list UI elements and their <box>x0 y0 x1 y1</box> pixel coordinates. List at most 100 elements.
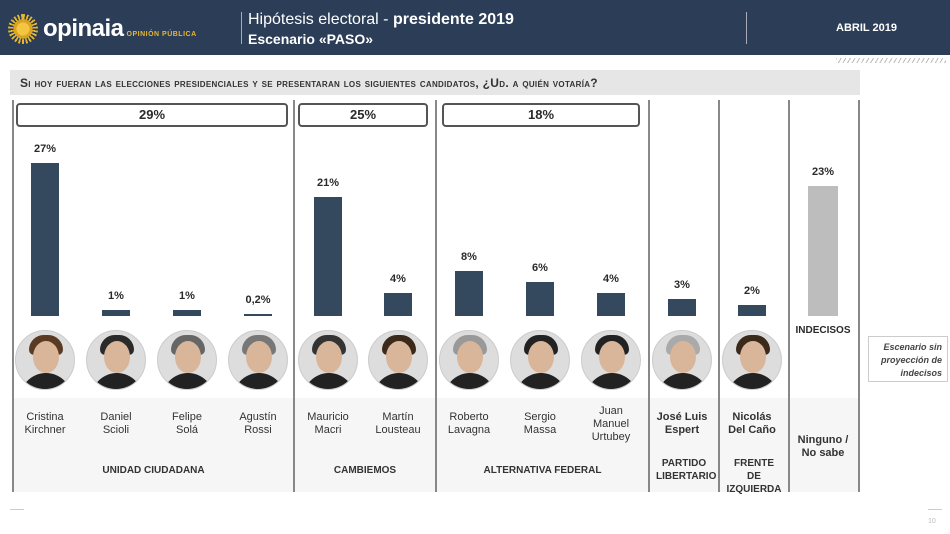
name-line: Agustín <box>239 411 277 423</box>
data-label: 3% <box>674 279 690 291</box>
page-number: 10 <box>928 518 936 525</box>
photo-suit <box>727 373 779 389</box>
data-label: 2% <box>744 284 760 297</box>
undecided-label: INDECISOS <box>795 325 851 336</box>
party-label: PARTIDO LIBERTARIO <box>656 458 717 482</box>
party-label: FRENTE DE IZQUIERDA <box>726 458 782 495</box>
name-line: Manuel <box>592 418 630 430</box>
photo-suit <box>586 373 638 389</box>
candidate-photo <box>581 330 641 390</box>
question: Si hoy fueran las elecciones presidencia… <box>10 70 860 95</box>
party-label: UNIDAD CIUDADANA <box>102 465 205 476</box>
data-label: 0,2% <box>245 294 271 306</box>
photo-suit <box>657 373 709 389</box>
candidate-photo <box>510 330 570 390</box>
photo-face <box>175 341 201 373</box>
name-line: Nicolás <box>732 411 772 423</box>
bar-10 <box>738 304 766 316</box>
name-line: Solá <box>175 424 199 436</box>
name-line: Felipe <box>172 411 202 423</box>
photo-face <box>386 341 412 373</box>
name-line: Ninguno / <box>797 434 849 446</box>
bar-4 <box>314 197 342 316</box>
photo-face <box>246 341 272 373</box>
candidate-photo <box>652 330 712 390</box>
name-line: José Luis <box>656 411 708 423</box>
bar-6 <box>455 270 483 316</box>
candidate-name: Cristina Kirchner <box>9 411 81 437</box>
column-separator <box>435 100 437 492</box>
column-separator <box>788 100 790 492</box>
bar-9 <box>668 299 696 316</box>
column-separator <box>718 100 720 492</box>
name-line: Rossi <box>244 424 272 436</box>
candidate-name: Ninguno / No sabe <box>787 434 859 460</box>
date: ABRIL 2019 <box>836 22 897 34</box>
name-line: Scioli <box>102 424 130 436</box>
title-light: Hipótesis electoral - <box>248 11 393 28</box>
name-line: Cristina <box>26 411 64 423</box>
column-separator <box>648 100 650 492</box>
hatch-decoration <box>836 58 946 63</box>
photo-face <box>104 341 130 373</box>
column-separator <box>12 100 14 492</box>
name-line: Martín <box>382 411 414 423</box>
photo-suit <box>20 373 72 389</box>
name-line: Daniel <box>100 411 132 423</box>
bar-0 <box>31 163 59 316</box>
header: opinaia OPINIÓN PÚBLICA Hipótesis electo… <box>0 0 950 55</box>
bar-8 <box>597 293 625 316</box>
name-line: Massa <box>523 424 557 436</box>
bar-2 <box>173 310 201 316</box>
name-line: Kirchner <box>24 424 66 436</box>
candidate-photo <box>368 330 428 390</box>
candidate-name: Felipe Solá <box>151 411 223 437</box>
data-label: 27% <box>33 143 57 155</box>
name-line: Espert <box>664 424 700 436</box>
bar-5 <box>384 293 412 316</box>
page-title: Hipótesis electoral - presidente 2019 <box>248 11 514 29</box>
photo-suit <box>303 373 355 389</box>
brand-subtitle: OPINIÓN PÚBLICA <box>126 30 197 38</box>
sun-logo-icon <box>8 14 38 44</box>
party-label: ALTERNATIVA FEDERAL <box>483 465 602 476</box>
brand-name: opinaia <box>43 15 124 42</box>
name-line: No sabe <box>801 447 845 459</box>
divider <box>10 509 24 510</box>
data-label: 1% <box>108 290 124 303</box>
page-subtitle: Escenario «PASO» <box>248 31 374 47</box>
photo-face <box>316 341 342 373</box>
candidate-photo <box>157 330 217 390</box>
data-label: 8% <box>461 250 477 263</box>
side-note: Escenario sin proyección de indecisos <box>868 336 948 382</box>
name-line: Lousteau <box>375 424 421 436</box>
name-line: Macri <box>314 424 342 436</box>
data-label: 4% <box>603 273 619 286</box>
bar-1 <box>102 310 130 316</box>
candidate-photo <box>86 330 146 390</box>
photo-suit <box>373 373 425 389</box>
title-bold: presidente 2019 <box>392 11 514 28</box>
divider <box>746 12 747 44</box>
candidate-photo <box>298 330 358 390</box>
group-total-box: 29% <box>16 103 288 127</box>
group-total-box: 25% <box>298 103 428 127</box>
candidate-name: Daniel Scioli <box>80 411 152 437</box>
candidate-name: Juan Manuel Urtubey <box>575 405 647 444</box>
photo-face <box>599 341 625 373</box>
candidate-name: Agustín Rossi <box>222 411 294 437</box>
divider <box>241 12 242 44</box>
bar-11 <box>808 185 838 316</box>
logo: opinaia OPINIÓN PÚBLICA <box>8 14 197 44</box>
name-line: Juan <box>599 405 623 417</box>
group-total-box: 18% <box>442 103 640 127</box>
candidate-name: Roberto Lavagna <box>433 411 505 437</box>
photo-face <box>528 341 554 373</box>
candidate-name: José Luis Espert <box>646 411 718 437</box>
data-label: 23% <box>811 165 835 178</box>
candidate-name: Mauricio Macri <box>292 411 364 437</box>
candidate-name: Martín Lousteau <box>362 411 434 437</box>
photo-face <box>457 341 483 373</box>
photo-face <box>670 341 696 373</box>
photo-face <box>740 341 766 373</box>
